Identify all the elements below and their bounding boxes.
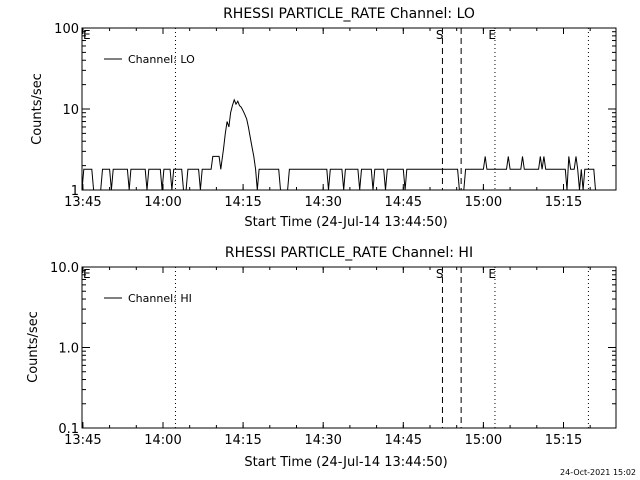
x-tick-label: 13:45: [64, 195, 101, 210]
x-tick-label: 15:00: [465, 433, 502, 448]
y-tick-label: 100: [54, 22, 79, 37]
marker-label: E: [488, 28, 496, 42]
data-series: [81, 98, 616, 191]
legend: Channel: HI: [104, 292, 192, 305]
x-tick-label: 15:15: [545, 433, 582, 448]
chart-panel-lo: RHESSI PARTICLE_RATE Channel: LO Counts/…: [30, 6, 617, 230]
x-tick-label: 14:15: [224, 195, 261, 210]
y-axis-ticks: 0.1 1.0 10.0: [50, 261, 616, 437]
chart-title: RHESSI PARTICLE_RATE Channel: HI: [225, 245, 473, 261]
legend: Channel: LO: [104, 53, 195, 66]
x-axis-ticks: 13:45 14:00 14:15 14:30 14:45 15:00 15:15: [64, 28, 591, 210]
marker-label: S: [436, 267, 444, 281]
x-axis-ticks: 13:45 14:00 14:15 14:30 14:45 15:00 15:15: [64, 267, 591, 448]
x-axis-label: Start Time (24-Jul-14 13:44:50): [244, 215, 447, 230]
legend-label: Channel: LO: [128, 53, 195, 66]
y-tick-label: 1: [71, 184, 79, 199]
x-tick-label: 15:00: [465, 195, 502, 210]
y-axis-ticks: 1 10 100: [54, 22, 616, 199]
legend-label: Channel: HI: [128, 292, 192, 305]
y-tick-label: 0.1: [58, 422, 79, 437]
y-tick-label: 10: [62, 103, 79, 118]
marker-label: E: [488, 267, 496, 281]
x-tick-label: 14:45: [385, 433, 422, 448]
x-axis-label: Start Time (24-Jul-14 13:44:50): [244, 455, 447, 470]
time-markers: S EE: [83, 28, 589, 190]
x-tick-label: 13:45: [64, 433, 101, 448]
time-markers: S EE: [83, 267, 589, 428]
chart-panel-hi: RHESSI PARTICLE_RATE Channel: HI Counts/…: [26, 245, 617, 470]
y-tick-label: 10.0: [50, 261, 79, 276]
plot-date-stamp: 24-Oct-2021 15:02: [560, 468, 636, 477]
edge-marker-label: E: [83, 267, 91, 281]
x-tick-label: 14:00: [144, 195, 181, 210]
y-axis-label: Counts/sec: [26, 311, 41, 383]
marker-label: S: [436, 28, 444, 42]
x-tick-label: 14:15: [224, 433, 261, 448]
y-tick-label: 1.0: [58, 342, 79, 357]
x-tick-label: 14:30: [304, 195, 341, 210]
x-tick-label: 14:45: [385, 195, 422, 210]
x-tick-label: 15:15: [545, 195, 582, 210]
y-axis-label: Counts/sec: [30, 73, 45, 145]
series-line: [81, 98, 616, 191]
x-tick-label: 14:30: [304, 433, 341, 448]
x-tick-label: 14:00: [144, 433, 181, 448]
chart-title: RHESSI PARTICLE_RATE Channel: LO: [223, 6, 475, 22]
edge-marker-label: E: [83, 28, 91, 42]
